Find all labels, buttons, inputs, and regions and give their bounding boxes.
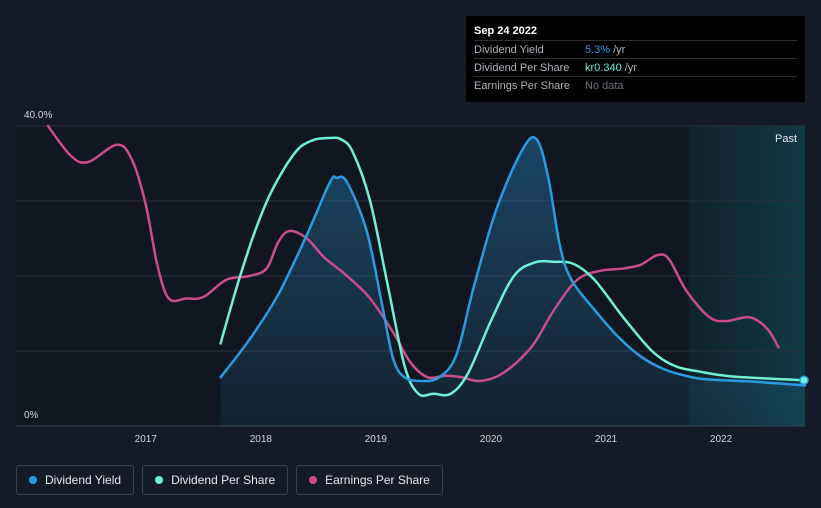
legend-dot-icon <box>309 476 318 484</box>
tooltip-row-dividend-per-share: Dividend Per Share kr0.340 /yr <box>474 58 797 76</box>
series-line-dividend-yield <box>219 135 807 387</box>
x-tick-label: 2022 <box>710 434 733 445</box>
tooltip: Sep 24 2022 Dividend Yield 5.3% /yr Divi… <box>466 16 805 102</box>
series-lines <box>46 124 807 398</box>
legend-dot-icon <box>29 476 37 484</box>
x-tick-label: 2018 <box>250 434 273 445</box>
x-tick-label: 2019 <box>365 434 388 445</box>
legend-label: Dividend Yield <box>45 473 122 487</box>
series-line-earnings-per-share <box>46 124 780 383</box>
y-axis-top-label: 40.0% <box>24 110 52 121</box>
tooltip-row-earnings-per-share: Earnings Per Share No data <box>474 76 797 94</box>
series-area-dividend-yield <box>220 137 806 426</box>
tooltip-date: Sep 24 2022 <box>474 25 537 37</box>
y-axis-bottom-label: 0% <box>24 410 39 421</box>
tooltip-value: kr0.340 <box>585 61 622 74</box>
tooltip-label: Dividend Per Share <box>474 61 570 74</box>
legend-item-dividend-yield[interactable]: Dividend Yield <box>16 465 135 495</box>
past-label: Past <box>775 133 797 145</box>
legend-item-dividend-per-share[interactable]: Dividend Per Share <box>142 465 289 495</box>
x-axis-ticks: 2017 2018 2019 2020 2021 2022 <box>135 434 733 445</box>
tooltip-label: Earnings Per Share <box>474 79 570 92</box>
tooltip-label: Dividend Yield <box>474 43 544 56</box>
series-areas <box>220 137 806 426</box>
tooltip-value: 5.3% <box>585 43 611 56</box>
x-tick-label: 2021 <box>595 434 618 445</box>
legend-item-earnings-per-share[interactable]: Earnings Per Share <box>296 465 443 495</box>
legend-label: Earnings Per Share <box>325 473 430 487</box>
current-value-marker <box>799 375 809 385</box>
tooltip-unit: /yr <box>613 43 626 56</box>
x-tick-label: 2020 <box>480 434 503 445</box>
tooltip-unit: /yr <box>624 61 637 74</box>
tooltip-row-dividend-yield: Dividend Yield 5.3% /yr <box>474 40 797 58</box>
x-tick-label: 2017 <box>135 434 158 445</box>
series-line-dividend-per-share <box>219 136 807 398</box>
tooltip-value: No data <box>585 79 624 92</box>
legend-dot-icon <box>155 476 164 484</box>
legend-label: Dividend Per Share <box>171 473 276 487</box>
legend: Dividend Yield Dividend Per Share Earnin… <box>16 465 443 495</box>
